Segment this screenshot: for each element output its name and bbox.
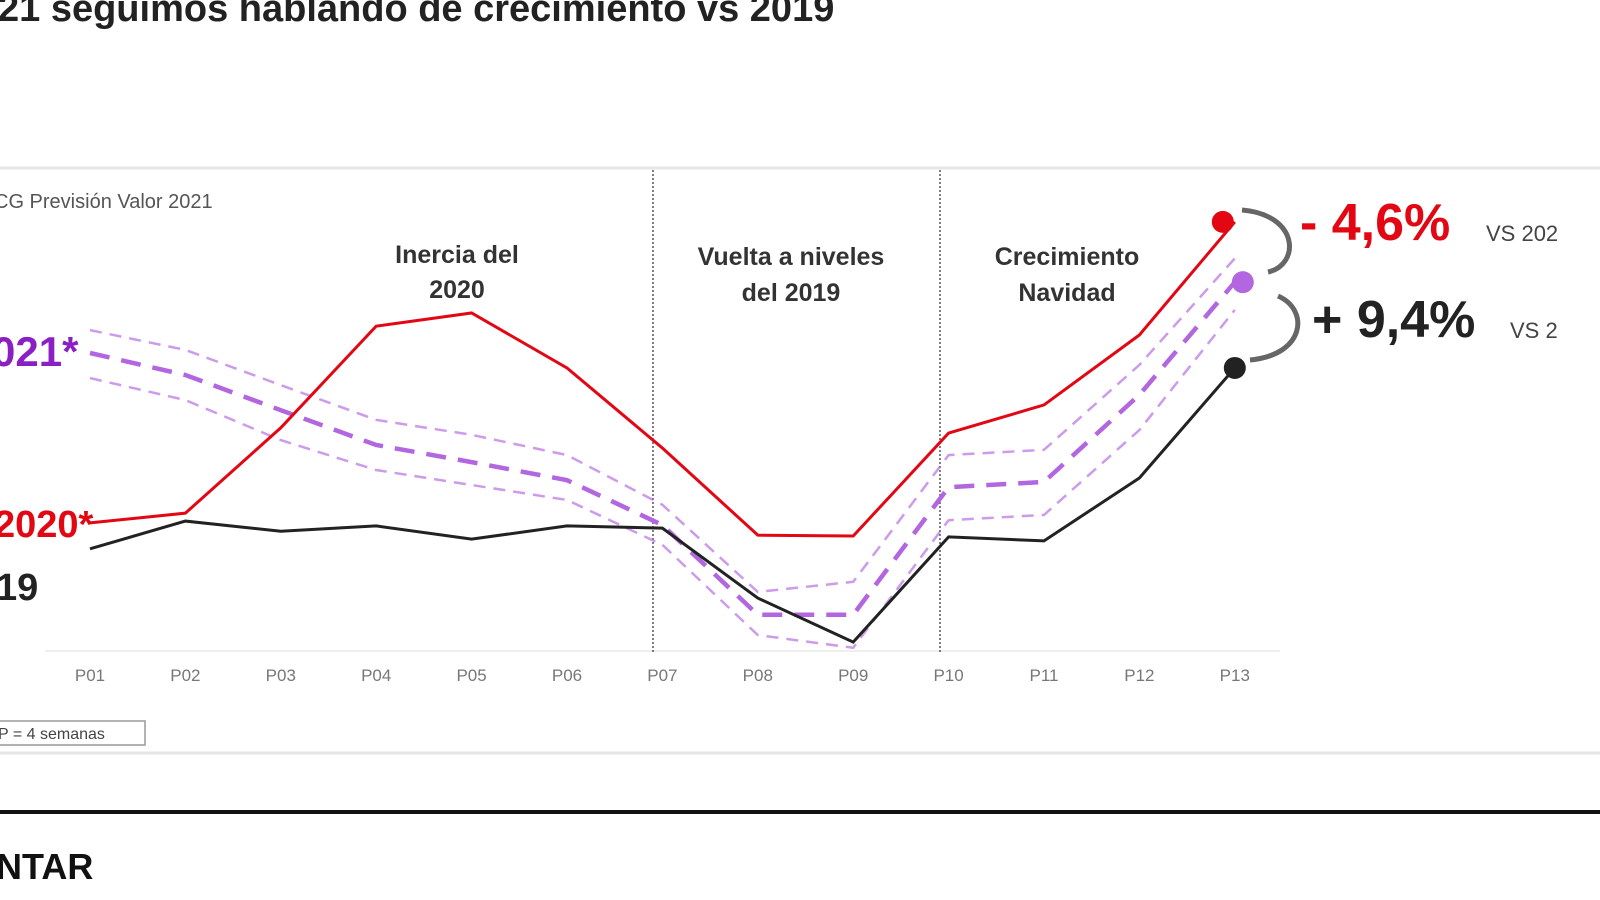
x-tick-label: P05 xyxy=(456,666,486,685)
series-2021-band-lower xyxy=(89,309,1236,650)
x-tick-label: P13 xyxy=(1220,666,1250,685)
annotation-2020-change: - 4,6% xyxy=(1300,194,1450,252)
series-2021-band-upper xyxy=(89,257,1236,594)
series-2019-line xyxy=(89,366,1236,644)
phase-label-2a: Vuelta a niveles xyxy=(698,243,885,271)
note-box xyxy=(0,720,146,746)
x-tick-label: P04 xyxy=(361,666,391,685)
x-tick-label: P06 xyxy=(552,666,582,685)
footer-heading: NTAR xyxy=(0,846,94,887)
series-2021-end-point xyxy=(1231,271,1254,294)
phase-label-3a: Crecimiento xyxy=(995,243,1139,271)
series-label-2020: 2020* xyxy=(0,504,94,546)
x-tick-label: P12 xyxy=(1124,666,1154,685)
note-text: P = 4 semanas xyxy=(0,726,105,743)
annotation-2019-change: + 9,4% xyxy=(1312,291,1475,349)
series-2021-line xyxy=(89,280,1237,618)
x-tick-label: P01 xyxy=(75,666,105,685)
x-tick-label: P10 xyxy=(933,666,963,685)
phase-label-1b: 2020 xyxy=(429,276,485,304)
bracket-arrow-upper xyxy=(1241,207,1292,275)
series-2020-end-point xyxy=(1211,210,1234,233)
bracket-arrow-lower xyxy=(1249,293,1301,363)
annotation-2020-suffix: VS 202 xyxy=(1486,221,1558,246)
chart-subtitle: CG Previsión Valor 2021 xyxy=(0,191,213,213)
x-tick-label: P02 xyxy=(170,666,200,685)
slide-title: 21 seguimos hablando de crecimiento vs 2… xyxy=(0,0,835,30)
series-label-2019: 19 xyxy=(0,567,38,609)
x-tick-label: P03 xyxy=(266,666,296,685)
x-tick-label: P08 xyxy=(743,666,773,685)
series-2019-end-point xyxy=(1223,356,1246,379)
phase-label-1a: Inercia del xyxy=(395,241,519,269)
phase-label-3b: Navidad xyxy=(1018,279,1115,307)
x-tick-label: P07 xyxy=(647,666,677,685)
annotation-2019-suffix: VS 2 xyxy=(1510,318,1558,343)
phase-label-2b: del 2019 xyxy=(742,279,841,307)
series-label-2021: 021* xyxy=(0,328,79,375)
x-tick-label: P11 xyxy=(1030,666,1059,685)
series-2020-line xyxy=(89,220,1236,538)
x-tick-label: P09 xyxy=(838,666,868,685)
